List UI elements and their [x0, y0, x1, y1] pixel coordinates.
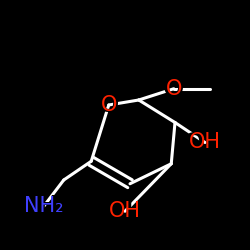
Text: OH: OH: [109, 201, 141, 221]
Text: O: O: [166, 79, 182, 99]
Text: OH: OH: [104, 199, 146, 223]
Text: OH: OH: [189, 132, 221, 152]
Text: O: O: [100, 95, 117, 115]
Text: O: O: [163, 77, 184, 101]
Text: NH₂: NH₂: [18, 194, 70, 218]
Text: O: O: [98, 93, 120, 117]
Text: NH₂: NH₂: [24, 196, 64, 216]
Text: OH: OH: [184, 130, 226, 154]
